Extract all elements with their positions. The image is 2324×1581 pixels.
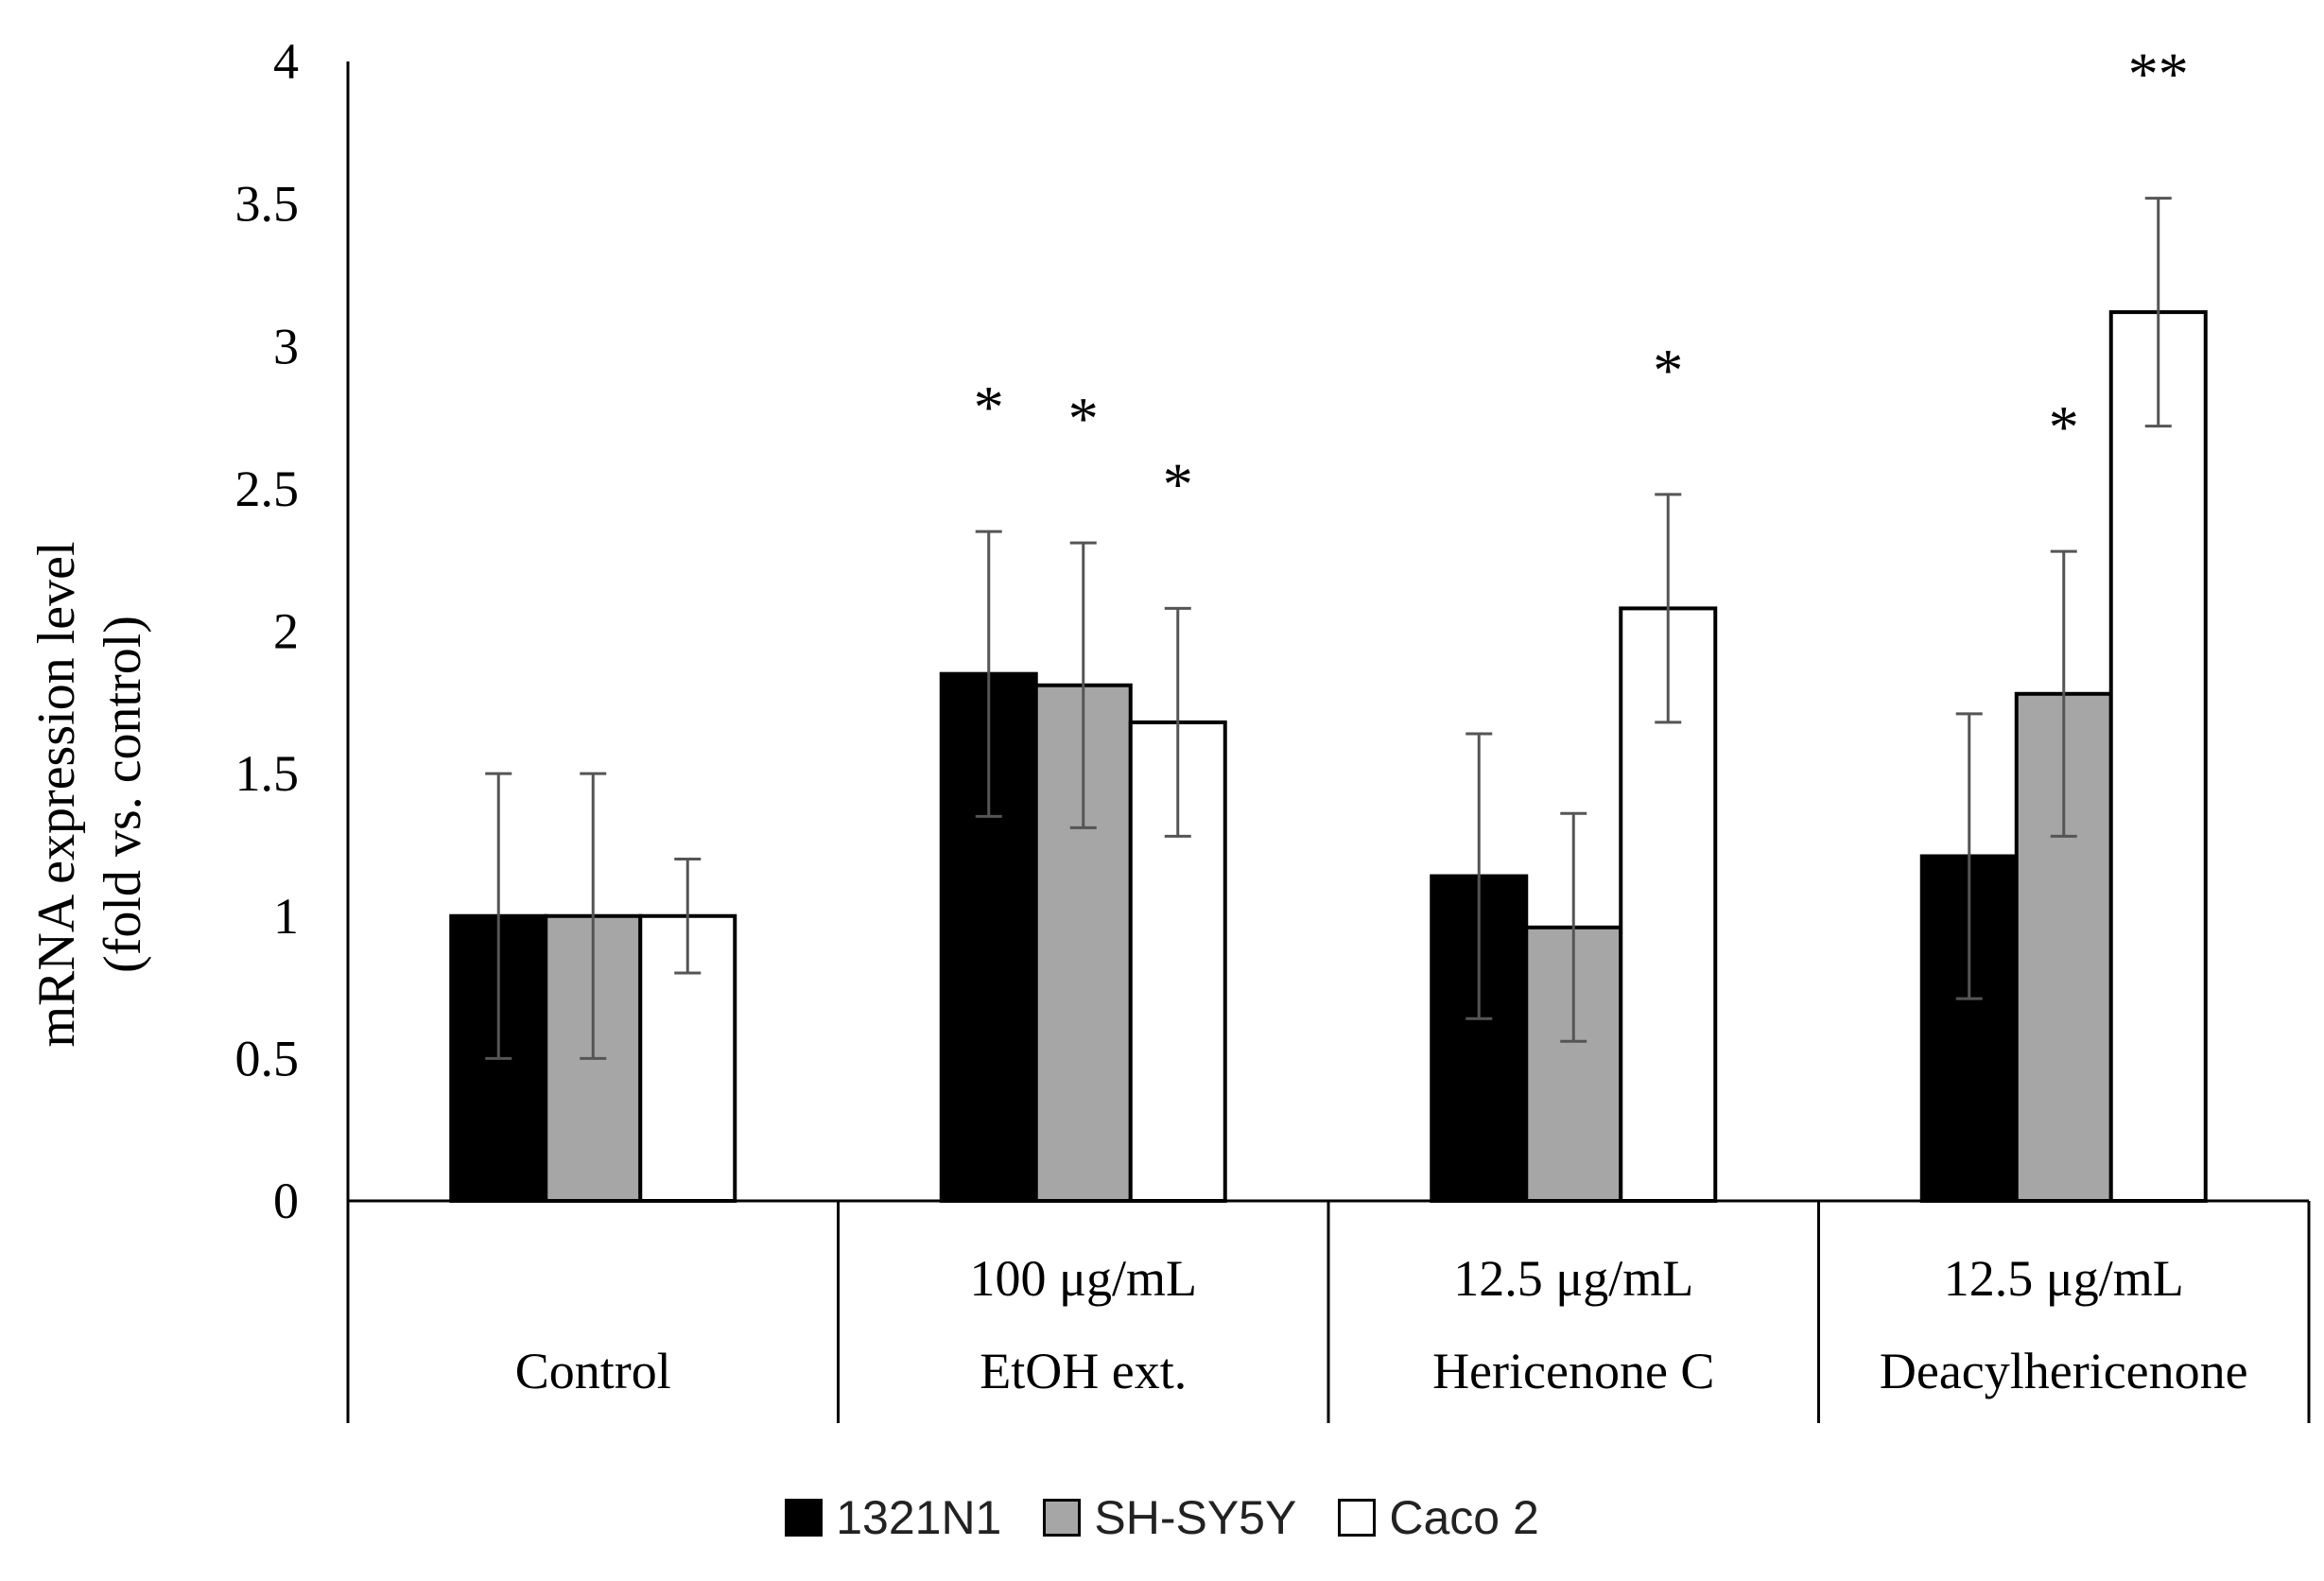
y-tick-label: 2: [273, 603, 299, 660]
legend-item-sh-sy5y: SH-SY5Y: [1043, 1490, 1296, 1545]
significance-marker: *: [1163, 450, 1193, 517]
legend-swatch-1321n1: [785, 1499, 824, 1537]
y-tick-label: 0.5: [235, 1030, 300, 1086]
category-concentration-label: 100 μg/mL: [970, 1250, 1197, 1307]
y-axis-title-line-2: (fold vs. control): [94, 616, 152, 973]
category-label: Control: [515, 1343, 671, 1399]
y-tick-label: 3.5: [235, 176, 300, 233]
legend-label-sh-sy5y: SH-SY5Y: [1094, 1491, 1297, 1544]
category-concentration-label: 12.5 μg/mL: [1453, 1250, 1693, 1307]
significance-marker: *: [1653, 337, 1683, 404]
category-concentration-label: 12.5 μg/mL: [1944, 1250, 2184, 1307]
legend-item-caco-2: Caco 2: [1338, 1490, 1539, 1545]
significance-marker: **: [2128, 41, 2189, 108]
y-tick-label: 0: [273, 1173, 299, 1229]
y-axis-title-line-1: mRNA expression level: [27, 541, 86, 1047]
y-tick-label: 1: [273, 888, 299, 945]
significance-marker: *: [1068, 385, 1099, 452]
legend: 1321N1 SH-SY5Y Caco 2: [0, 1475, 2324, 1560]
legend-label-caco-2: Caco 2: [1389, 1491, 1539, 1544]
category-label: Hericenone C: [1432, 1343, 1714, 1399]
y-tick-label: 3: [273, 318, 299, 374]
significance-marker: *: [974, 374, 1004, 441]
y-tick-label: 1.5: [235, 745, 300, 802]
category-label: Deacylhericenone: [1880, 1343, 2248, 1399]
y-axis-title: mRNA expression level (fold vs. control): [27, 541, 152, 1047]
legend-label-1321n1: 1321N1: [836, 1491, 1002, 1544]
legend-swatch-caco-2: [1338, 1499, 1377, 1537]
legend-swatch-sh-sy5y: [1043, 1499, 1082, 1537]
bar: [2108, 310, 2208, 1204]
significance-marker: *: [2049, 393, 2079, 460]
y-tick-label: 4: [273, 33, 299, 90]
category-label: EtOH ext.: [980, 1343, 1187, 1399]
legend-item-1321n1: 1321N1: [785, 1490, 1001, 1545]
chart: mRNA expression level (fold vs. control)…: [27, 33, 2311, 1423]
y-tick-label: 2.5: [235, 460, 300, 517]
